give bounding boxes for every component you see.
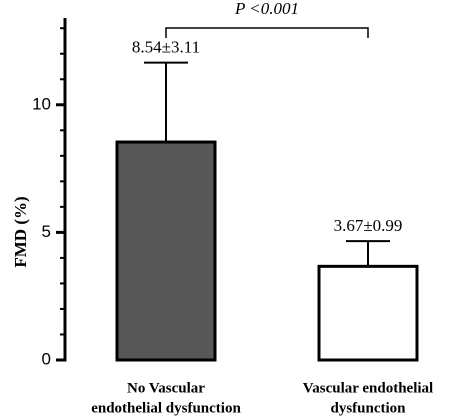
y-tick-label: 10	[32, 94, 51, 113]
error-bar	[144, 61, 188, 143]
bar	[317, 264, 419, 362]
x-tick-label: Vascular endothelial	[303, 380, 433, 396]
significance-bracket	[165, 27, 369, 38]
y-tick-label: 5	[42, 222, 51, 241]
y-tick-label: 0	[42, 349, 51, 368]
y-axis-label: FMD (%)	[11, 196, 30, 267]
value-label: 3.67±0.99	[334, 216, 403, 235]
x-tick-label: endothelial dysfunction	[91, 400, 241, 416]
x-tick-label: No Vascular	[127, 380, 205, 396]
error-bar	[346, 240, 390, 267]
bar	[115, 140, 217, 362]
value-label: 8.54±3.11	[132, 38, 200, 57]
x-tick-label: dysfunction	[330, 400, 406, 416]
annotation: P <0.001	[234, 0, 299, 18]
